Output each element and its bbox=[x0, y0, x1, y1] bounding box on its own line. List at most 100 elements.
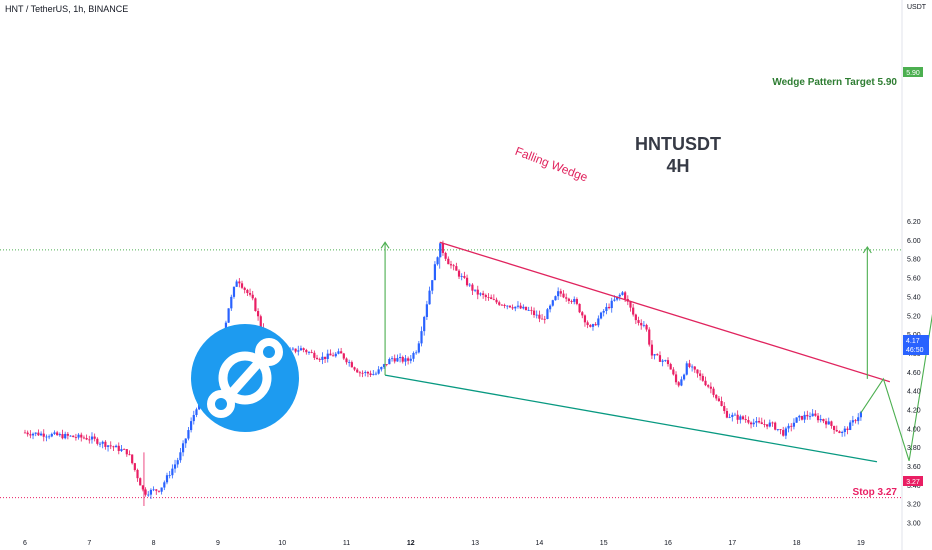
upper-trendline[interactable] bbox=[439, 241, 891, 383]
candle-body bbox=[441, 243, 445, 253]
candle-body bbox=[790, 425, 793, 427]
candle-body bbox=[471, 284, 474, 291]
candle-body bbox=[757, 421, 761, 423]
candle-body bbox=[256, 311, 260, 317]
candle-body bbox=[117, 445, 120, 451]
candle-body bbox=[340, 351, 343, 354]
candle-body bbox=[621, 292, 624, 295]
candle-body bbox=[364, 371, 367, 373]
candle-body bbox=[849, 422, 852, 430]
candle-body bbox=[125, 449, 128, 455]
candle-body bbox=[96, 438, 99, 444]
stop-label: Stop 3.27 bbox=[853, 487, 898, 498]
candle-body bbox=[144, 489, 147, 495]
candle-body bbox=[699, 373, 702, 376]
candle-body bbox=[407, 358, 410, 361]
candle-body bbox=[353, 367, 356, 370]
candle-body bbox=[535, 314, 538, 316]
candle-body bbox=[607, 306, 611, 309]
candle-body bbox=[540, 318, 544, 320]
candle-body bbox=[420, 331, 423, 344]
y-tick-label: 3.60 bbox=[907, 464, 921, 471]
candle-body bbox=[768, 422, 771, 427]
candle-body bbox=[382, 364, 386, 368]
x-tick-label: 9 bbox=[216, 540, 220, 547]
candle-body bbox=[597, 318, 600, 326]
candle-body bbox=[648, 329, 651, 345]
candle-body bbox=[69, 435, 72, 437]
candle-body bbox=[235, 281, 238, 287]
candle-body bbox=[691, 366, 694, 368]
candle-body bbox=[674, 374, 678, 383]
candle-body bbox=[48, 436, 51, 438]
candle-body bbox=[433, 264, 437, 281]
candle-body bbox=[508, 305, 512, 308]
candle-body bbox=[39, 433, 43, 436]
candle-body bbox=[350, 362, 353, 368]
candle-body bbox=[415, 352, 418, 354]
candle-body bbox=[254, 298, 257, 312]
candle-body bbox=[401, 357, 404, 362]
lower-trendline[interactable] bbox=[384, 374, 878, 463]
candle-body bbox=[181, 443, 185, 453]
x-tick-label: 11 bbox=[343, 540, 350, 547]
candle-body bbox=[465, 277, 469, 286]
x-tick-label: 14 bbox=[536, 540, 544, 547]
candle-body bbox=[709, 386, 712, 389]
candle-body bbox=[136, 469, 139, 479]
candle-body bbox=[369, 373, 372, 375]
price-axis[interactable]: 6.206.005.805.605.405.205.004.804.604.40… bbox=[907, 219, 921, 527]
arrow-head-icon bbox=[862, 246, 872, 254]
candle-body bbox=[123, 449, 126, 450]
candle-body bbox=[168, 475, 171, 477]
candle-body bbox=[152, 489, 155, 491]
candle-body bbox=[468, 284, 471, 286]
candle-body bbox=[58, 434, 61, 436]
candle-body bbox=[776, 429, 779, 430]
candle-body bbox=[640, 322, 643, 326]
candle-body bbox=[380, 367, 383, 370]
arrow-head-icon bbox=[380, 241, 390, 249]
candle-body bbox=[457, 270, 461, 277]
candle-body bbox=[345, 358, 348, 363]
candle-body bbox=[42, 433, 45, 437]
candle-body bbox=[546, 309, 549, 319]
candle-body bbox=[492, 299, 495, 300]
time-axis[interactable]: 6 7 8 9 10 11 12 13 14 15 16 17 18 19 bbox=[23, 540, 865, 547]
x-tick-label: 19 bbox=[857, 540, 865, 547]
candle-body bbox=[187, 430, 190, 439]
last-price-tag: 4.17 46:50 bbox=[903, 335, 929, 355]
y-tick-label: 6.00 bbox=[907, 238, 921, 245]
candle-body bbox=[452, 265, 455, 267]
candle-body bbox=[302, 348, 305, 350]
symbol-header: HNT / TetherUS, 1h, BINANCE bbox=[5, 4, 129, 14]
candle-body bbox=[227, 308, 230, 323]
candle-body bbox=[29, 434, 32, 436]
candle-body bbox=[741, 416, 745, 420]
plot-background bbox=[0, 0, 902, 550]
candle-body bbox=[77, 434, 80, 438]
candle-body bbox=[841, 431, 844, 434]
candle-body bbox=[449, 264, 453, 266]
candle-body bbox=[307, 352, 311, 353]
svg-text:5.90: 5.90 bbox=[906, 70, 920, 77]
candle-body bbox=[93, 436, 96, 439]
candle-body bbox=[782, 430, 785, 436]
candle-body bbox=[733, 414, 737, 416]
candle-body bbox=[578, 303, 581, 313]
y-tick-label: 4.40 bbox=[907, 389, 921, 396]
candle-body bbox=[851, 420, 854, 423]
candle-body bbox=[543, 318, 546, 320]
candle-body bbox=[680, 379, 683, 386]
candle-body bbox=[291, 348, 295, 350]
candle-body bbox=[798, 415, 801, 418]
helium-logo-icon bbox=[191, 324, 299, 432]
candle-body bbox=[404, 358, 407, 362]
projection-path[interactable] bbox=[860, 259, 932, 461]
candle-body bbox=[23, 432, 27, 434]
candle-body bbox=[398, 357, 402, 359]
candle-body bbox=[101, 441, 104, 444]
candle-body bbox=[326, 353, 329, 359]
candle-body bbox=[377, 369, 380, 374]
